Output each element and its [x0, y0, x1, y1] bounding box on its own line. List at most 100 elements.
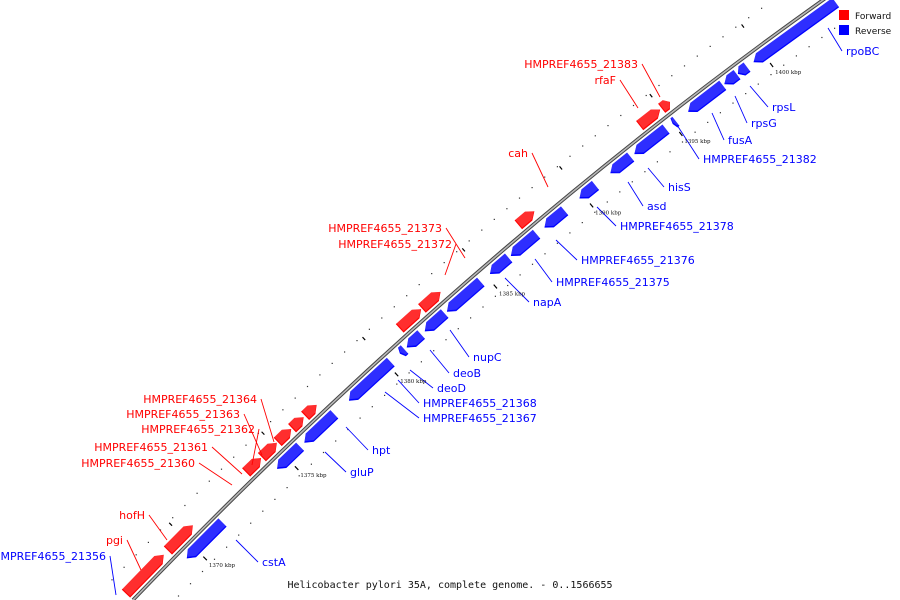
scale-tick-mark-upper — [461, 247, 466, 252]
gene-arrow-shine-hmpref4655-21368 — [398, 344, 408, 355]
gene-arrow-nupc — [446, 277, 485, 312]
scale-tick-label: 1395 kbp — [684, 139, 711, 145]
gene-arrow-fusa — [688, 80, 727, 113]
gene-arrow-shine-rpsl — [738, 61, 751, 74]
minor-tick-dot — [594, 211, 596, 213]
minor-tick-dot — [644, 171, 646, 173]
minor-tick-dot — [306, 385, 309, 388]
minor-tick-dot — [606, 201, 608, 203]
leader-line-rpsl — [749, 85, 769, 108]
gene-arrow-shine-rpsg — [724, 69, 741, 83]
gene-label-nupc: nupC — [473, 351, 502, 364]
legend-swatch-forward — [839, 10, 849, 20]
gene-arrow-hofh — [163, 525, 193, 555]
gene-label-pgi: pgi — [106, 534, 123, 547]
gene-arrow-deob — [424, 309, 449, 332]
minor-tick-dot — [344, 351, 346, 353]
gene-arrow-pgi — [121, 554, 164, 598]
gene-arrow-shine-hpt — [304, 409, 338, 442]
minor-tick-dot — [631, 181, 633, 183]
leader-line-deob — [429, 349, 450, 374]
leader-line-hmpref4655-21373 — [445, 227, 466, 259]
leader-line-pgi — [126, 539, 142, 571]
minor-tick-dot — [582, 145, 584, 147]
gene-label-fusa: fusA — [728, 134, 753, 147]
minor-tick-dot — [135, 554, 137, 556]
gene-arrow-cah — [514, 211, 535, 230]
gene-label-hmpref4655-21364: HMPREF4655_21364 — [143, 393, 257, 406]
minor-tick-dot — [671, 75, 673, 77]
leader-line-rpobc — [827, 27, 843, 52]
gene-arrow-hmpref4655-21364 — [301, 404, 317, 421]
gene-label-rfaf: rfaF — [595, 74, 616, 87]
gene-arrow-shine-hofh — [164, 524, 193, 553]
leader-line-fusa — [711, 112, 725, 141]
gene-label-hmpref4655-21360: HMPREF4655_21360 — [81, 457, 195, 470]
gene-label-rpsl: rpsL — [772, 101, 796, 114]
gene-arrow-rpsl — [737, 62, 751, 76]
legend-label-forward: Forward — [855, 12, 891, 22]
minor-tick-dot — [482, 306, 484, 308]
gene-arrow-shine-hmpref4655-21363 — [288, 416, 304, 431]
scale-tick-mark-upper — [261, 431, 265, 436]
minor-tick-dot — [569, 232, 571, 234]
minor-tick-dot — [556, 166, 558, 168]
gene-arrow-shine-hmpref4655-21376 — [544, 205, 568, 227]
minor-tick-dot — [322, 451, 325, 454]
gene-arrow-hmpref4655-21368 — [398, 345, 409, 357]
minor-tick-dot — [518, 197, 521, 199]
leader-line-asd — [627, 181, 644, 207]
label-leader-lines — [109, 27, 843, 596]
gene-arrow-shine-hmpref4655-21361 — [258, 441, 277, 460]
minor-tick-dot — [294, 397, 296, 399]
gene-arrow-hmpref4655-21378 — [579, 180, 600, 199]
leader-line-nupc — [449, 329, 470, 358]
gene-arrow-hmpref4655-21383 — [658, 100, 671, 113]
minor-tick-dot — [282, 409, 284, 411]
gene-label-hmpref4655-21376: HMPREF4655_21376 — [581, 254, 695, 267]
minor-tick-dot — [481, 229, 483, 231]
leader-line-hofh — [148, 514, 168, 541]
gene-label-hmpref4655-21378: HMPREF4655_21378 — [620, 220, 734, 233]
minor-tick-dot — [531, 187, 533, 189]
minor-tick-dot — [298, 475, 300, 477]
minor-tick-dot — [735, 26, 737, 28]
scale-tick-label: 1375 kbp — [300, 473, 327, 479]
gene-arrow-hmpref4655-21360 — [242, 457, 262, 477]
minor-tick-dot — [245, 444, 247, 446]
gene-arrow-shine-hmpref4655-21375 — [511, 229, 540, 255]
gene-label-csta: cstA — [262, 556, 286, 569]
minor-tick-dot — [123, 566, 125, 568]
minor-tick-dot — [761, 7, 763, 9]
gene-label-rpsg: rpsG — [751, 117, 777, 130]
gene-arrow-shine-hmpref4655-21382 — [670, 116, 680, 126]
gene-label-hmpref4655-21362: HMPREF4655_21362 — [141, 423, 255, 436]
minor-tick-dot — [319, 374, 321, 376]
gene-label-hmpref4655-21363: HMPREF4655_21363 — [126, 408, 240, 421]
minor-tick-dot — [770, 74, 772, 76]
scale-tick-mark — [202, 556, 208, 561]
gene-arrow-asd — [610, 152, 635, 174]
leader-line-hmpref4655-21376 — [555, 239, 578, 261]
minor-tick-dot — [201, 570, 204, 573]
gene-label-hofh: hofH — [119, 509, 145, 522]
leader-line-rfaf — [619, 79, 639, 109]
leader-line-csta — [235, 539, 259, 563]
minor-tick-dot — [694, 131, 696, 133]
minor-tick-dot — [581, 222, 583, 224]
gene-label-hmpref4655-21367: HMPREF4655_21367 — [423, 412, 537, 425]
minor-tick-dot — [250, 522, 252, 524]
minor-tick-dot — [368, 328, 370, 330]
gene-label-hmpref4655-21372: HMPREF4655_21372 — [338, 238, 452, 251]
minor-tick-dot — [274, 498, 276, 500]
gene-arrow-shine-hmpref4655-21383 — [658, 99, 670, 112]
minor-tick-dot — [619, 191, 621, 193]
gene-arrow-glup — [277, 442, 305, 469]
minor-tick-dot — [396, 383, 398, 385]
minor-tick-dot — [658, 84, 660, 87]
legend-swatch-reverse — [839, 25, 849, 35]
minor-tick-dot — [696, 55, 698, 57]
gene-label-hmpref4655-21382: HMPREF4655_21382 — [703, 153, 817, 166]
gene-features — [121, 0, 840, 598]
